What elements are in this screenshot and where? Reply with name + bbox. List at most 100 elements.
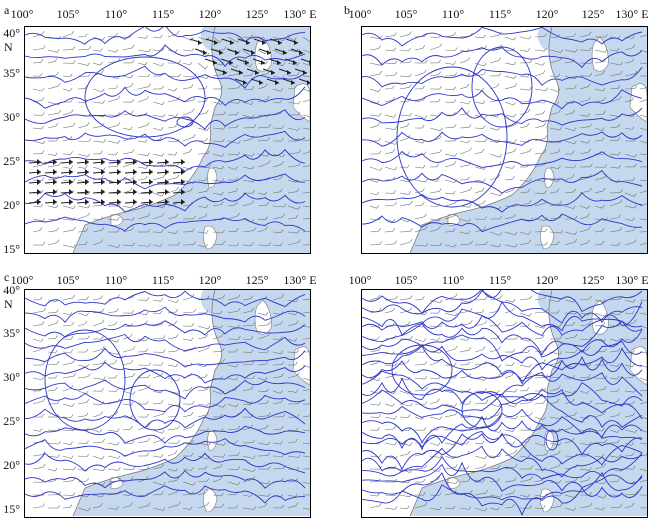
wind-barb — [32, 506, 43, 509]
wind-barb-feather — [438, 217, 442, 221]
wind-barb — [92, 322, 103, 327]
wind-barb — [369, 88, 379, 93]
wind-barb — [459, 127, 470, 129]
wind-barb-feather — [512, 490, 516, 494]
wind-barb-feather — [189, 122, 193, 126]
wind-barb — [549, 112, 559, 116]
wind-barb-feather — [253, 468, 256, 472]
wind-barb-feather — [132, 391, 136, 395]
lon-tick: 100° — [348, 7, 372, 21]
wind-arrowhead — [117, 169, 121, 175]
wind-barb — [152, 507, 164, 511]
wind-barb — [444, 348, 456, 353]
wind-barb-feather — [159, 136, 163, 140]
wind-barb-feather — [617, 439, 620, 443]
wind-barb-feather — [206, 109, 209, 114]
wind-barb — [152, 312, 161, 315]
wind-barb-feather — [103, 360, 106, 364]
wind-barb — [564, 205, 574, 209]
wind-barb — [579, 338, 590, 341]
wind-barb — [429, 325, 441, 327]
wind-barb — [384, 231, 393, 233]
wind-barb — [92, 218, 101, 220]
wind-barb — [92, 506, 101, 509]
wind-barb — [474, 466, 485, 470]
wind-barb — [534, 113, 543, 116]
wind-barb-feather — [423, 427, 427, 431]
panel-d-map — [361, 289, 648, 518]
wind-barb — [92, 429, 100, 433]
wind-barb-feather — [513, 75, 517, 79]
wind-barb-feather — [114, 359, 118, 364]
wind-barb-feather — [394, 362, 398, 367]
wind-barb — [384, 390, 394, 394]
wind-barb-feather — [176, 30, 180, 34]
wind-barb-feather — [118, 467, 121, 471]
wind-barb-feather — [377, 294, 381, 298]
wind-barb — [107, 35, 116, 38]
wind-barb-feather — [589, 72, 593, 77]
wind-barb-feather — [146, 122, 150, 126]
wind-barb-feather — [544, 347, 548, 351]
wind-barb-feather — [602, 506, 605, 511]
wind-barb-feather — [178, 59, 182, 64]
wind-barb — [92, 101, 103, 104]
wind-barb-feather — [192, 228, 195, 232]
wind-barb-feather — [130, 402, 134, 406]
lat-tick: 20° — [3, 198, 20, 212]
wind-barb-feather — [439, 492, 442, 496]
wind-barb — [594, 243, 603, 246]
wind-arrowhead — [69, 159, 73, 165]
wind-barb-feather — [160, 243, 163, 247]
wind-barb — [47, 74, 57, 77]
wind-barb — [302, 230, 310, 233]
wind-barb — [242, 455, 254, 459]
wind-arrowhead — [271, 70, 275, 75]
wind-barb-feather — [452, 228, 456, 232]
wind-barb-feather — [526, 387, 530, 391]
wind-barb — [272, 402, 282, 405]
wind-barb — [62, 297, 73, 301]
wind-barb — [399, 494, 410, 498]
contour-closed — [545, 429, 559, 451]
wind-barb — [414, 204, 423, 207]
wind-barb — [549, 88, 559, 92]
wind-barb-feather — [57, 504, 61, 509]
wind-barb — [212, 127, 224, 130]
wind-barb-feather — [295, 502, 299, 506]
wind-barb-feather — [55, 122, 59, 127]
wind-barb-feather — [116, 428, 120, 432]
wind-barb — [489, 86, 498, 90]
wind-barb — [429, 361, 439, 366]
lon-tick: 105° — [394, 7, 418, 21]
wind-barb — [287, 455, 299, 458]
wind-barb — [609, 88, 619, 90]
wind-barb-feather — [69, 136, 73, 140]
contour-line — [362, 484, 643, 516]
wind-barb — [257, 140, 268, 142]
wind-barb — [272, 88, 281, 92]
wind-barb — [594, 429, 603, 432]
wind-barb-feather — [175, 334, 179, 338]
wind-barb-feather — [437, 398, 440, 402]
wind-barb — [77, 376, 89, 379]
wind-barb-feather — [544, 228, 548, 232]
wind-barb-feather — [617, 123, 621, 127]
wind-barb-feather — [57, 454, 60, 458]
wind-barb — [459, 507, 470, 510]
wind-barb-feather — [177, 377, 180, 382]
wind-barb — [414, 140, 423, 144]
wind-barb-feather — [438, 59, 441, 63]
wind-barb-feather — [497, 389, 500, 394]
wind-barb-feather — [268, 465, 271, 470]
wind-barb — [167, 216, 177, 220]
wind-barb — [242, 351, 252, 353]
wind-barb-feather — [208, 442, 211, 446]
wind-barb — [242, 468, 254, 472]
wind-barb-feather — [424, 376, 428, 380]
wind-barb — [212, 204, 222, 207]
wind-arrowhead — [294, 40, 298, 45]
luzon-land — [203, 488, 218, 513]
wind-barb — [137, 75, 148, 78]
wind-barb — [182, 426, 193, 431]
